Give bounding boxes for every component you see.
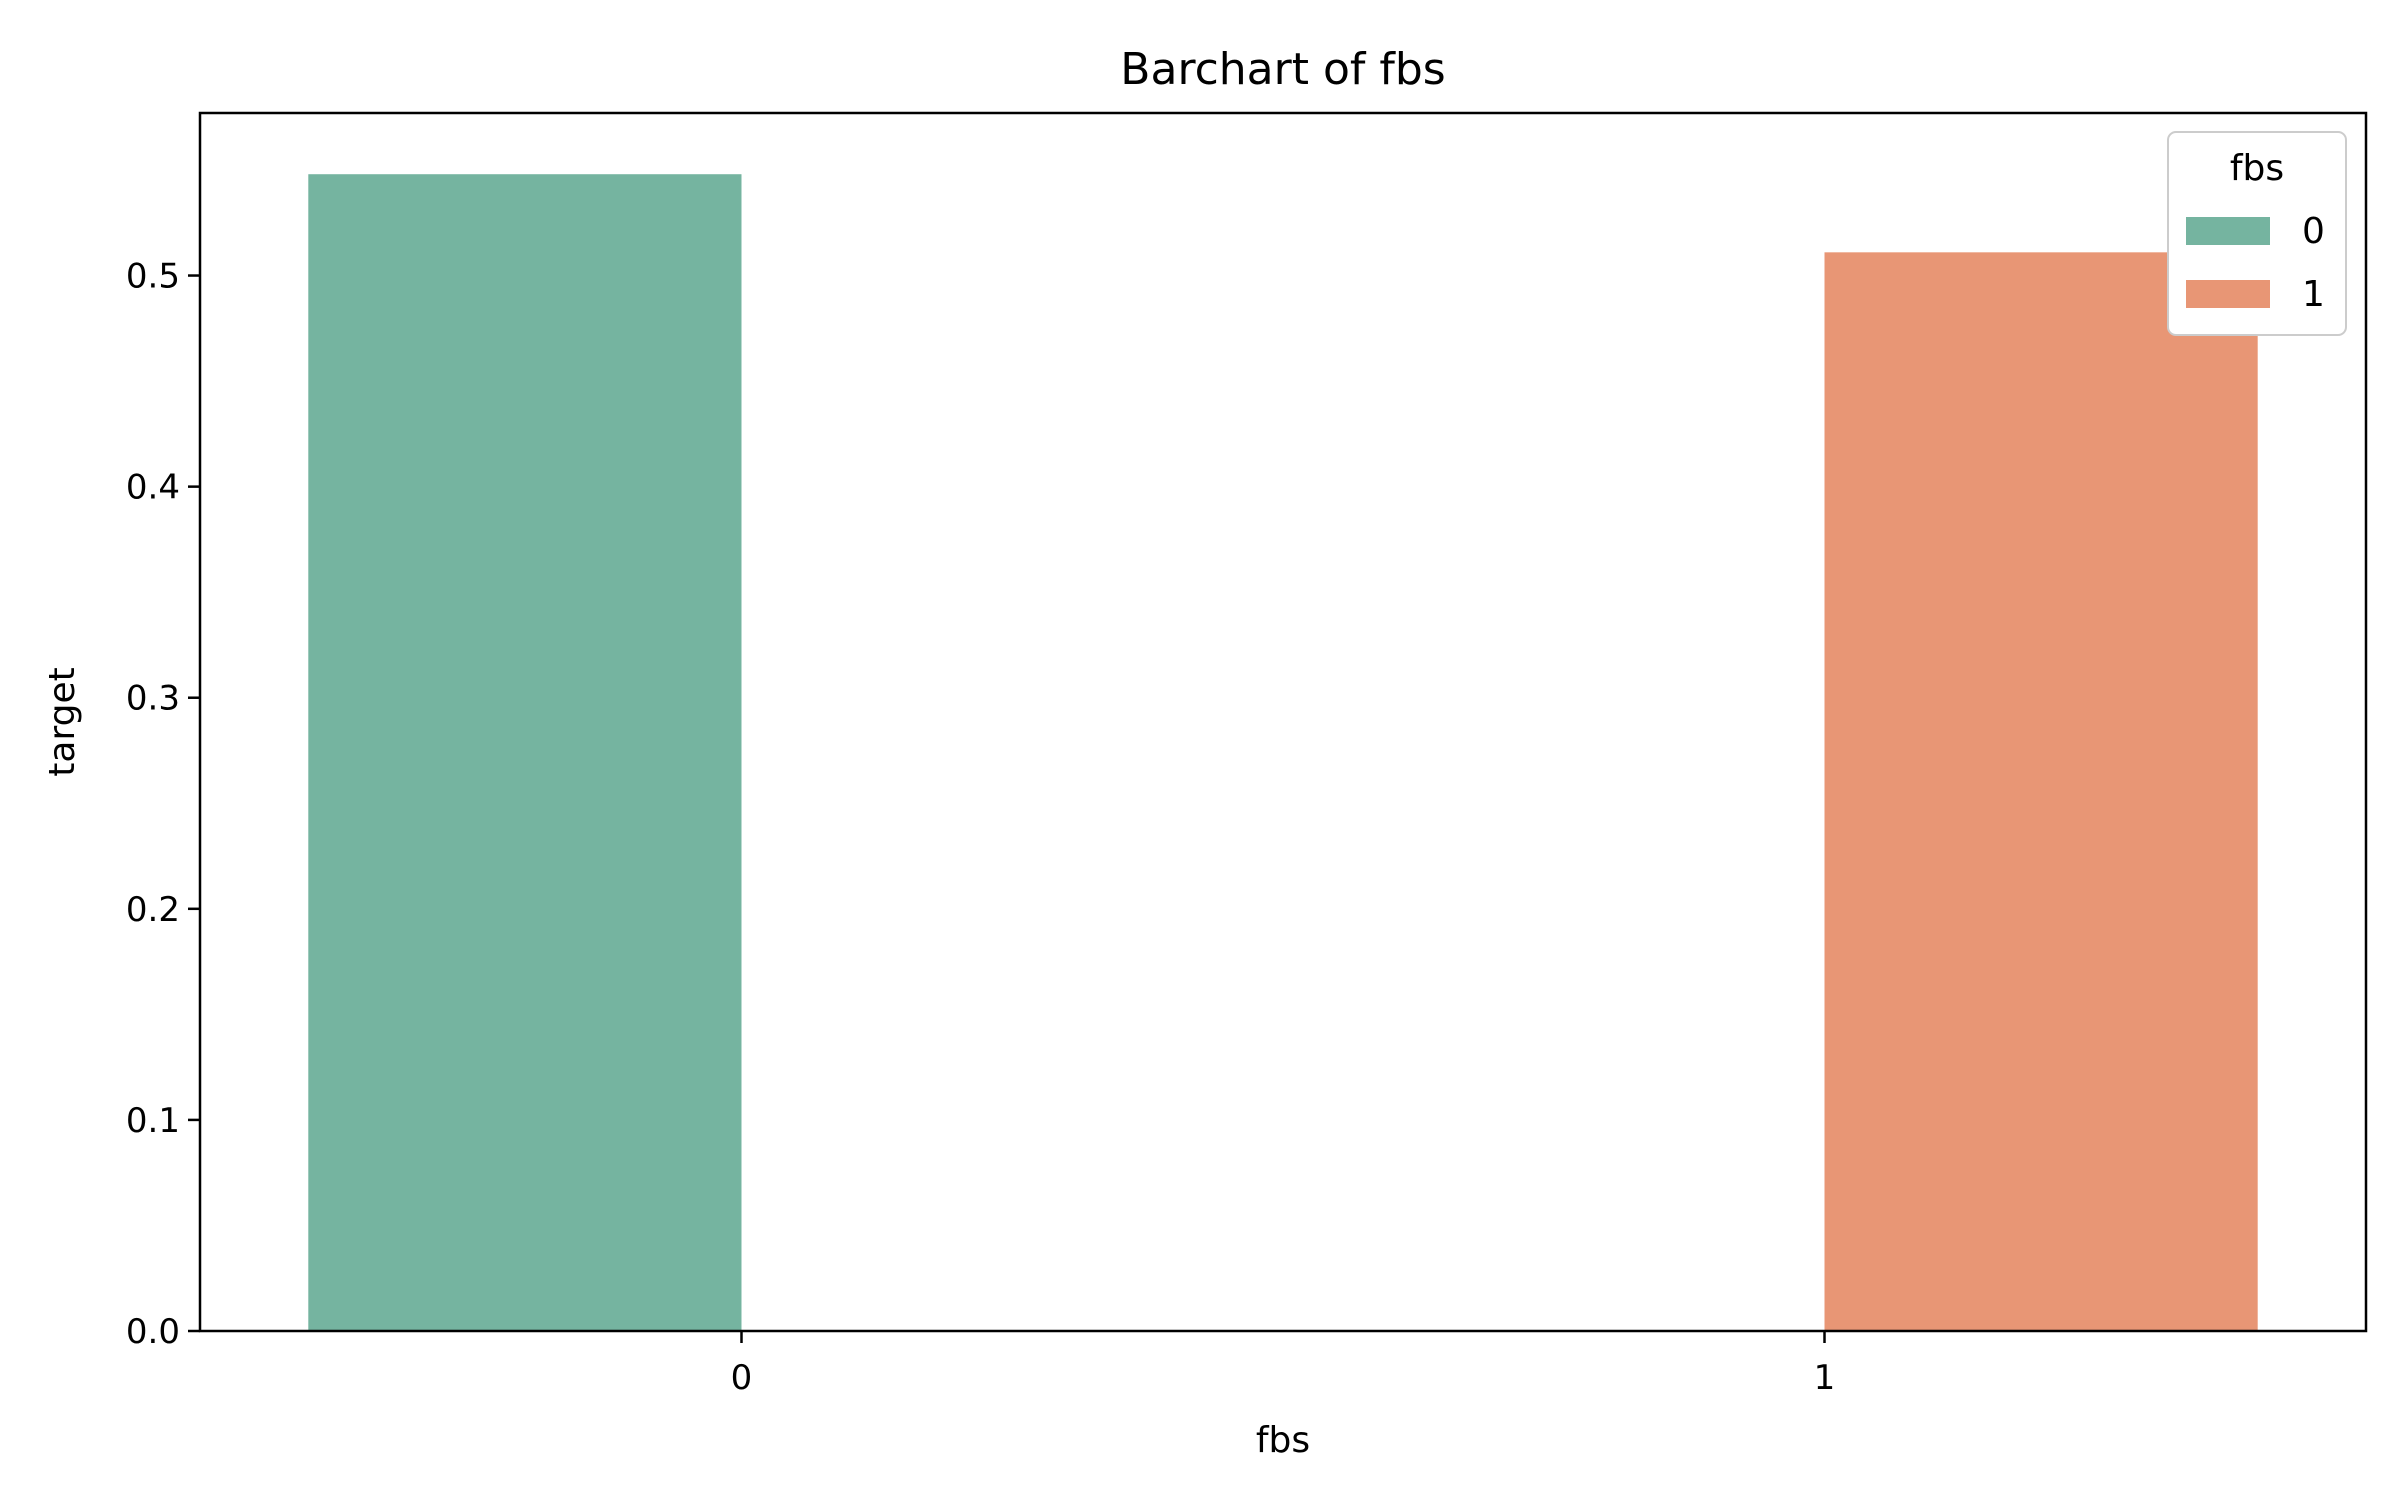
legend-title: fbs <box>2230 148 2284 189</box>
y-tick-label: 0.3 <box>126 679 180 719</box>
legend-items: 01 <box>2186 211 2325 315</box>
x-axis-label: fbs <box>1256 1420 1310 1461</box>
legend-swatch-1 <box>2186 280 2270 308</box>
bar-fbs-1 <box>1824 252 2258 1332</box>
chart-title: Barchart of fbs <box>1120 44 1445 95</box>
x-tick-label: 0 <box>731 1358 753 1398</box>
y-tick-label: 0.1 <box>126 1101 180 1141</box>
bars-layer <box>308 174 2258 1332</box>
y-tick-label: 0.2 <box>126 890 180 930</box>
y-tick-label: 0.4 <box>126 468 180 508</box>
x-tick-label: 1 <box>1814 1358 1836 1398</box>
y-axis: 0.0 0.1 0.2 0.3 0.4 0.5 <box>126 257 200 1352</box>
y-tick-label: 0.0 <box>126 1312 180 1352</box>
legend: fbs 01 <box>2167 131 2347 336</box>
plot-frame <box>198 111 2368 1333</box>
bar-fbs-0 <box>308 174 742 1331</box>
y-axis-label: target <box>42 667 83 776</box>
legend-label-0: 0 <box>2302 211 2325 252</box>
legend-label-1: 1 <box>2302 274 2325 315</box>
legend-swatch-0 <box>2186 217 2270 245</box>
y-tick-label: 0.5 <box>126 257 180 297</box>
